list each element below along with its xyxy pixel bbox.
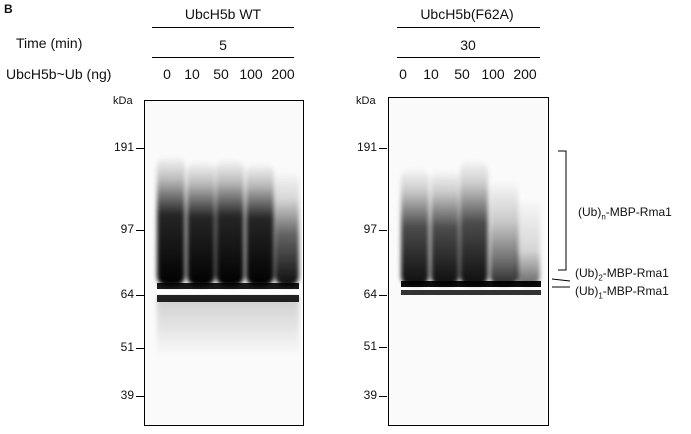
right-marker-tick — [379, 230, 387, 231]
left-marker-39: 39 — [120, 388, 134, 402]
right-kda-label: kDa — [356, 95, 376, 107]
right-marker-97: 97 — [363, 222, 377, 236]
time-row-label: Time (min) — [16, 35, 83, 51]
left-time-value: 5 — [219, 37, 227, 53]
left-marker-tick — [136, 295, 144, 296]
left-lane-label-5: 200 — [271, 66, 295, 82]
right-time-value: 30 — [460, 37, 476, 53]
right-marker-39: 39 — [363, 388, 377, 402]
left-lane-label-1: 0 — [163, 66, 171, 82]
left-lane-label-3: 50 — [213, 66, 229, 82]
left-condition-title: UbcH5b WT — [184, 6, 262, 22]
right-lane-label-1: 0 — [399, 66, 407, 82]
left-marker-tick — [136, 148, 144, 149]
left-lane-label-4: 100 — [239, 66, 263, 82]
right-marker-191: 191 — [356, 140, 377, 154]
left-marker-tick — [136, 396, 144, 397]
right-marker-tick — [379, 295, 387, 296]
poly-ub-label: (Ub)n-MBP-Rma1 — [578, 205, 672, 222]
left-condition-rule — [152, 27, 294, 28]
right-lane-label-2: 10 — [423, 66, 439, 82]
left-gel-blot — [144, 100, 304, 426]
panel-label: B — [4, 2, 13, 16]
right-gel-blot — [388, 97, 549, 426]
left-marker-51: 51 — [120, 340, 134, 354]
right-condition-title: UbcH5b(F62A) — [420, 6, 514, 22]
amount-row-label: UbcH5b~Ub (ng) — [6, 66, 112, 82]
right-marker-tick — [379, 347, 387, 348]
di-ub-label: (Ub)2-MBP-Rma1 — [575, 266, 669, 283]
right-marker-64: 64 — [363, 287, 377, 301]
right-time-rule — [397, 57, 540, 58]
mono-ub-label: (Ub)1-MBP-Rma1 — [575, 284, 669, 301]
right-lane-label-5: 200 — [513, 66, 537, 82]
right-lane-label-4: 100 — [481, 66, 505, 82]
left-gel-image — [145, 101, 302, 424]
right-gel-image — [389, 98, 547, 424]
left-marker-64: 64 — [120, 287, 134, 301]
left-lane-label-2: 10 — [184, 66, 200, 82]
left-marker-97: 97 — [120, 222, 134, 236]
right-marker-51: 51 — [363, 339, 377, 353]
left-marker-tick — [136, 230, 144, 231]
left-marker-tick — [136, 348, 144, 349]
left-kda-label: kDa — [113, 95, 133, 107]
right-condition-rule — [397, 27, 540, 28]
left-time-rule — [152, 57, 294, 58]
left-marker-191: 191 — [113, 140, 134, 154]
right-marker-tick — [379, 396, 387, 397]
right-lane-label-3: 50 — [454, 66, 470, 82]
right-marker-tick — [379, 148, 387, 149]
